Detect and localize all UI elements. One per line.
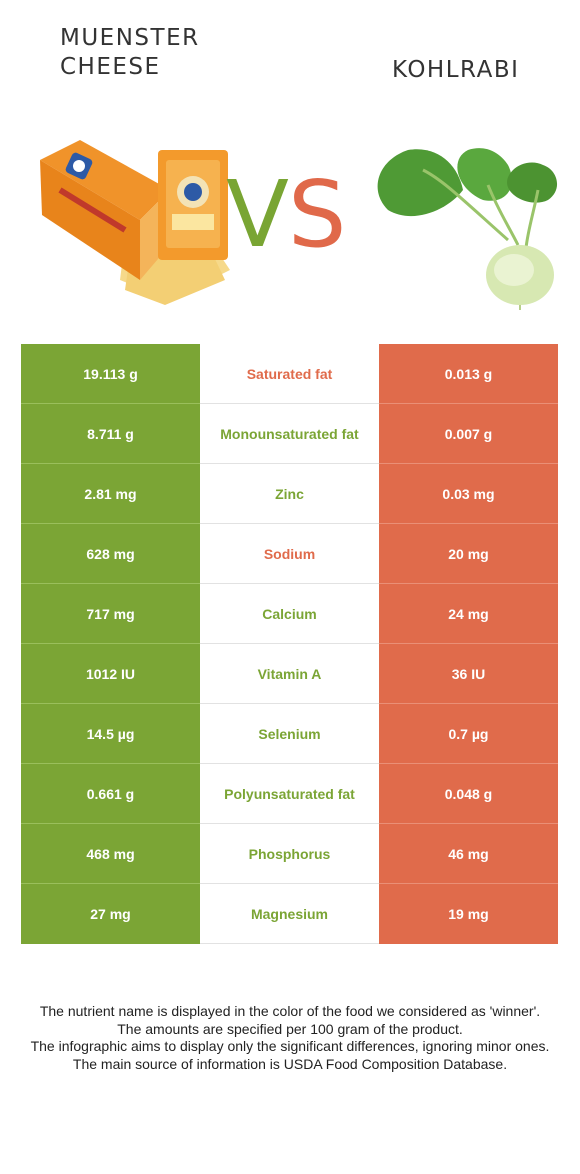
- right-food-title: KOHLRABI: [392, 57, 520, 83]
- versus-label: V S: [226, 160, 356, 270]
- vs-letter-s: S: [288, 161, 347, 268]
- nutrient-name: Monounsaturated fat: [200, 404, 379, 464]
- footer-line-winner: The nutrient name is displayed in the co…: [39, 1003, 541, 1019]
- left-value: 27 mg: [21, 884, 200, 944]
- left-value: 8.711 g: [21, 404, 200, 464]
- left-value: 0.661 g: [21, 764, 200, 824]
- vs-letter-v: V: [226, 161, 289, 268]
- table-row: 2.81 mg Zinc 0.03 mg: [21, 464, 558, 524]
- kohlrabi-image: [377, 148, 558, 310]
- table-row: 27 mg Magnesium 19 mg: [21, 884, 558, 944]
- nutrient-name: Zinc: [200, 464, 379, 524]
- table-row: 14.5 µg Selenium 0.7 µg: [21, 704, 558, 764]
- right-value: 0.7 µg: [379, 704, 558, 764]
- nutrient-name: Sodium: [200, 524, 379, 584]
- nutrient-name: Polyunsaturated fat: [200, 764, 379, 824]
- left-food-title: MUENSTER CHEESE: [60, 25, 200, 80]
- right-value: 36 IU: [379, 644, 558, 704]
- comparison-table: 19.113 g Saturated fat 0.013 g 8.711 g Monou…: [21, 344, 558, 944]
- nutrient-name: Saturated fat: [200, 344, 379, 404]
- table-row: 717 mg Calcium 24 mg: [21, 584, 558, 644]
- left-value: 717 mg: [21, 584, 200, 644]
- table-row: 0.661 g Polyunsaturated fat 0.048 g: [21, 764, 558, 824]
- muenster-cheese-image: [40, 140, 230, 305]
- right-value: 0.03 mg: [379, 464, 558, 524]
- footer-notes: The nutrient name is displayed in the co…: [20, 1003, 560, 1073]
- left-value: 19.113 g: [21, 344, 200, 404]
- table-row: 8.711 g Monounsaturated fat 0.007 g: [21, 404, 558, 464]
- right-value: 0.007 g: [379, 404, 558, 464]
- right-value: 0.013 g: [379, 344, 558, 404]
- footer-line-source: The main source of information is USDA F…: [72, 1055, 508, 1072]
- right-value: 20 mg: [379, 524, 558, 584]
- table-row: 628 mg Sodium 20 mg: [21, 524, 558, 584]
- right-value: 0.048 g: [379, 764, 558, 824]
- right-value: 19 mg: [379, 884, 558, 944]
- right-value: 24 mg: [379, 584, 558, 644]
- table-row: 19.113 g Saturated fat 0.013 g: [21, 344, 558, 404]
- footer-line-aims: The infographic aims to display only the…: [30, 1038, 550, 1054]
- footer-line-amounts: The amounts are specified per 100 gram o…: [117, 1020, 463, 1037]
- nutrient-name: Calcium: [200, 584, 379, 644]
- right-value: 46 mg: [379, 824, 558, 884]
- nutrient-name: Phosphorus: [200, 824, 379, 884]
- left-value: 2.81 mg: [21, 464, 200, 524]
- table-row: 468 mg Phosphorus 46 mg: [21, 824, 558, 884]
- nutrient-name: Magnesium: [200, 884, 379, 944]
- table-row: 1012 IU Vitamin A 36 IU: [21, 644, 558, 704]
- left-value: 628 mg: [21, 524, 200, 584]
- nutrient-name: Vitamin A: [200, 644, 379, 704]
- left-value: 1012 IU: [21, 644, 200, 704]
- left-value: 468 mg: [21, 824, 200, 884]
- left-value: 14.5 µg: [21, 704, 200, 764]
- nutrient-name: Selenium: [200, 704, 379, 764]
